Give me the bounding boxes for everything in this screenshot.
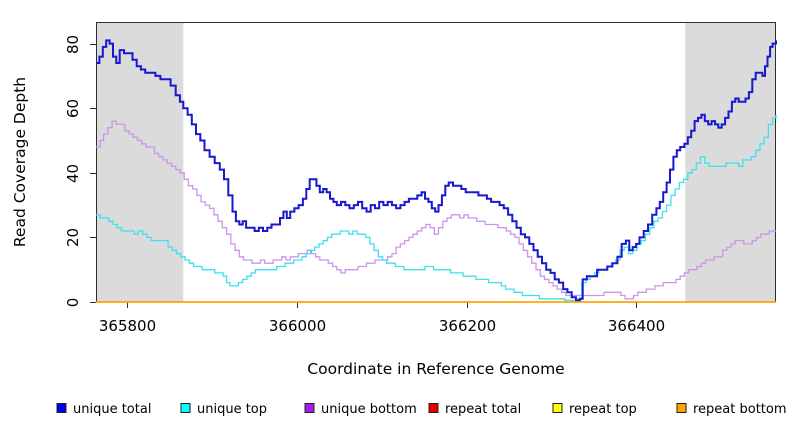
y-tick-label: 40 — [64, 164, 82, 183]
series-layer — [96, 39, 777, 303]
x-tick-label: 365800 — [99, 317, 156, 335]
y-tick-label: 80 — [64, 35, 82, 54]
legend-swatch-unique-total — [56, 403, 67, 413]
legend-item-unique-total: unique total — [56, 402, 151, 417]
legend-label: unique top — [197, 402, 267, 417]
x-axis-title: Coordinate in Reference Genome — [307, 360, 564, 378]
legend-swatch-repeat-top — [552, 403, 563, 413]
legend-swatch-repeat-bottom — [676, 403, 687, 413]
legend-item-repeat-bottom: repeat bottom — [676, 402, 787, 417]
legend-item-unique-top: unique top — [180, 402, 267, 417]
y-tick-label: 60 — [64, 99, 82, 118]
x-tick-label: 366400 — [608, 317, 665, 335]
y-tick-label: 20 — [64, 228, 82, 247]
series-line-unique-total — [96, 39, 777, 302]
x-tick-label: 366200 — [439, 317, 496, 335]
axis-ticks-layer: 365800 366000 366200 366400 0 20 40 60 80 — [64, 35, 665, 335]
shaded-region — [96, 22, 184, 302]
x-tick-label: 366000 — [269, 317, 326, 335]
y-tick-label: 0 — [64, 298, 82, 308]
legend-item-repeat-total: repeat total — [428, 402, 521, 417]
series-line-unique-top — [96, 114, 777, 302]
legend-label: repeat bottom — [693, 402, 787, 417]
legend-item-repeat-top: repeat top — [552, 402, 637, 417]
legend: unique total unique top unique bottom repea… — [56, 402, 787, 417]
y-axis-title: Read Coverage Depth — [11, 77, 29, 247]
legend-swatch-unique-top — [180, 403, 191, 413]
legend-swatch-unique-bottom — [304, 403, 315, 413]
legend-label: unique bottom — [321, 402, 417, 417]
series-line-unique-bottom — [96, 120, 776, 300]
legend-label: repeat top — [569, 402, 637, 417]
legend-label: unique total — [73, 402, 151, 417]
legend-label: repeat total — [445, 402, 521, 417]
legend-item-unique-bottom: unique bottom — [304, 402, 417, 417]
legend-swatch-repeat-total — [428, 403, 439, 413]
shaded-regions-layer — [96, 22, 776, 302]
shaded-region — [685, 22, 776, 302]
